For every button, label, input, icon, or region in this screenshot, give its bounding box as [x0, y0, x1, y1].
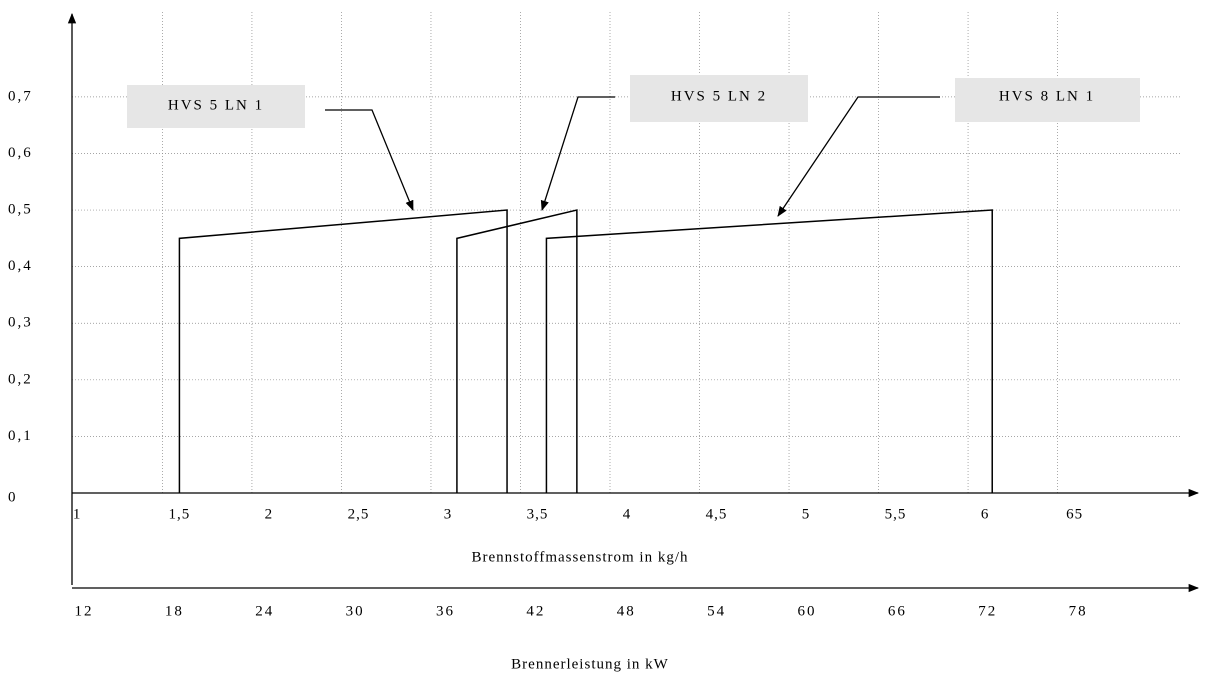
- x2-tick-label: 42: [526, 603, 545, 619]
- y-tick-label: 0: [8, 489, 18, 505]
- annotation-arrow: [540, 96, 615, 211]
- y-tick-label: 0,1: [8, 428, 33, 444]
- x2-tick-label: 78: [1069, 603, 1088, 619]
- x-tick-label: 5: [802, 506, 811, 522]
- x-tick-label: 2,5: [348, 506, 370, 522]
- x2-tick-label: 36: [436, 603, 455, 619]
- x2-tick-label: 18: [165, 603, 184, 619]
- x-tick-label: 3: [444, 506, 453, 522]
- annotation: HVS 5 LN 2: [671, 88, 767, 104]
- series-line: [456, 209, 578, 493]
- y-tick-label: 0,3: [8, 315, 33, 331]
- x-tick-label: 2: [265, 506, 274, 522]
- x2-tick-label: 72: [978, 603, 997, 619]
- x2-tick-label: 30: [346, 603, 365, 619]
- x-tick-label: 5,5: [885, 506, 907, 522]
- y-tick-label: 0,2: [8, 371, 33, 387]
- x-tick-label: 1: [73, 506, 82, 522]
- x-tick-label: 6: [981, 506, 990, 522]
- series-line: [545, 209, 993, 493]
- annotation-box: [630, 75, 808, 122]
- annotation: HVS 8 LN 1: [999, 88, 1095, 104]
- x2-tick-label: 24: [255, 603, 274, 619]
- x2-tick-label: 66: [888, 603, 907, 619]
- x2-axis-title: Brennerleistung in kW: [511, 656, 669, 672]
- y-tick-label: 0,4: [8, 258, 33, 274]
- y-tick-label: 0,5: [8, 201, 33, 217]
- annotation-box: [127, 85, 305, 128]
- x2-tick-label: 60: [797, 603, 816, 619]
- x-tick-label: 4,5: [706, 506, 728, 522]
- x2-tick-label: 48: [617, 603, 636, 619]
- y-tick-label: 0,6: [8, 145, 33, 161]
- annotation-arrow: [325, 109, 414, 211]
- x-axis-title: Brennstoffmassenstrom in kg/h: [471, 549, 688, 565]
- x2-tick-label: 54: [707, 603, 726, 619]
- x-tick-label: 4: [623, 506, 632, 522]
- annotation-arrow: [777, 96, 940, 217]
- y-tick-label: 0,7: [8, 88, 33, 104]
- x-tick-label: 1,5: [169, 506, 191, 522]
- annotation-box: [955, 78, 1140, 122]
- x2-tick-label: 12: [75, 603, 94, 619]
- annotation: HVS 5 LN 1: [168, 97, 264, 113]
- x-tick-label: 65: [1066, 506, 1083, 522]
- x-tick-label: 3,5: [527, 506, 549, 522]
- series-line: [178, 209, 508, 493]
